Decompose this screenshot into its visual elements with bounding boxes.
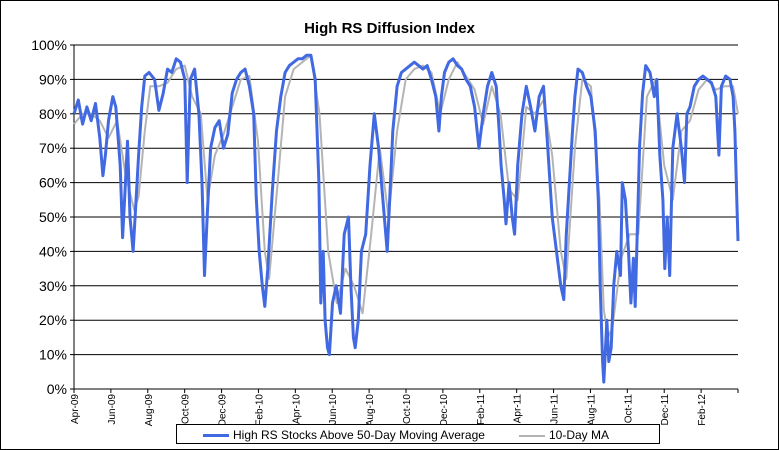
x-axis: Apr-09 Jun-09 Aug-09 Oct-09 Dec-09 Feb-10 Apr-… bbox=[70, 388, 739, 427]
legend-swatch-1 bbox=[519, 434, 545, 437]
x-tick-label-1: Jun-09 bbox=[107, 394, 118, 425]
y-tick-label-9: 90% bbox=[39, 71, 67, 87]
y-tick-label-6: 60% bbox=[39, 175, 67, 191]
y-tick-label-8: 80% bbox=[39, 106, 67, 122]
chart-title: High RS Diffusion Index bbox=[304, 20, 475, 37]
y-tick-label-7: 70% bbox=[39, 140, 67, 156]
x-tick-label-0: Apr-09 bbox=[70, 394, 81, 424]
x-tick-label-2: Aug-09 bbox=[144, 394, 155, 427]
series-line-0 bbox=[72, 53, 740, 384]
x-tick-label-11: Feb-11 bbox=[476, 394, 487, 425]
x-tick-label-9: Oct-10 bbox=[402, 394, 413, 424]
x-tick-label-13: Jun-11 bbox=[550, 394, 561, 424]
y-tick-label-3: 30% bbox=[39, 278, 67, 294]
legend-item-1: 10-Day MA bbox=[519, 427, 609, 443]
legend-item-0: High RS Stocks Above 50-Day Moving Avera… bbox=[203, 427, 485, 443]
x-tick-label-5: Feb-10 bbox=[254, 394, 265, 426]
x-tick-label-6: Apr-10 bbox=[291, 394, 302, 424]
x-tick-label-8: Aug-10 bbox=[365, 394, 376, 427]
x-tick-label-12: Apr-11 bbox=[513, 394, 524, 424]
y-tick-label-4: 40% bbox=[39, 243, 67, 259]
legend: High RS Stocks Above 50-Day Moving Avera… bbox=[176, 424, 660, 444]
y-tick-label-10: 100% bbox=[31, 37, 67, 53]
x-tick-label-16: Dec-11 bbox=[660, 394, 671, 426]
legend-label-1: 10-Day MA bbox=[549, 428, 610, 442]
y-tick-label-5: 50% bbox=[39, 209, 67, 225]
y-axis: 0% 10% 20% 30% 40% 50% 60% 70% 80% 90% 100% bbox=[31, 37, 75, 397]
y-tick-label-2: 20% bbox=[39, 312, 67, 328]
x-tick-label-7: Jun-10 bbox=[328, 394, 339, 425]
x-tick-label-10: Dec-10 bbox=[439, 394, 450, 427]
y-tick-label-1: 10% bbox=[39, 347, 67, 363]
legend-label-0: High RS Stocks Above 50-Day Moving Avera… bbox=[233, 428, 485, 442]
x-tick-label-14: Aug-11 bbox=[586, 394, 597, 426]
x-tick-label-17: Feb-12 bbox=[697, 394, 708, 426]
x-tick-label-4: Dec-09 bbox=[218, 394, 229, 427]
series-layer bbox=[72, 53, 740, 384]
y-tick-label-0: 0% bbox=[47, 381, 67, 397]
x-tick-label-15: Oct-11 bbox=[623, 394, 634, 424]
legend-swatch-0 bbox=[203, 434, 229, 438]
x-tick-label-3: Oct-09 bbox=[181, 394, 192, 424]
